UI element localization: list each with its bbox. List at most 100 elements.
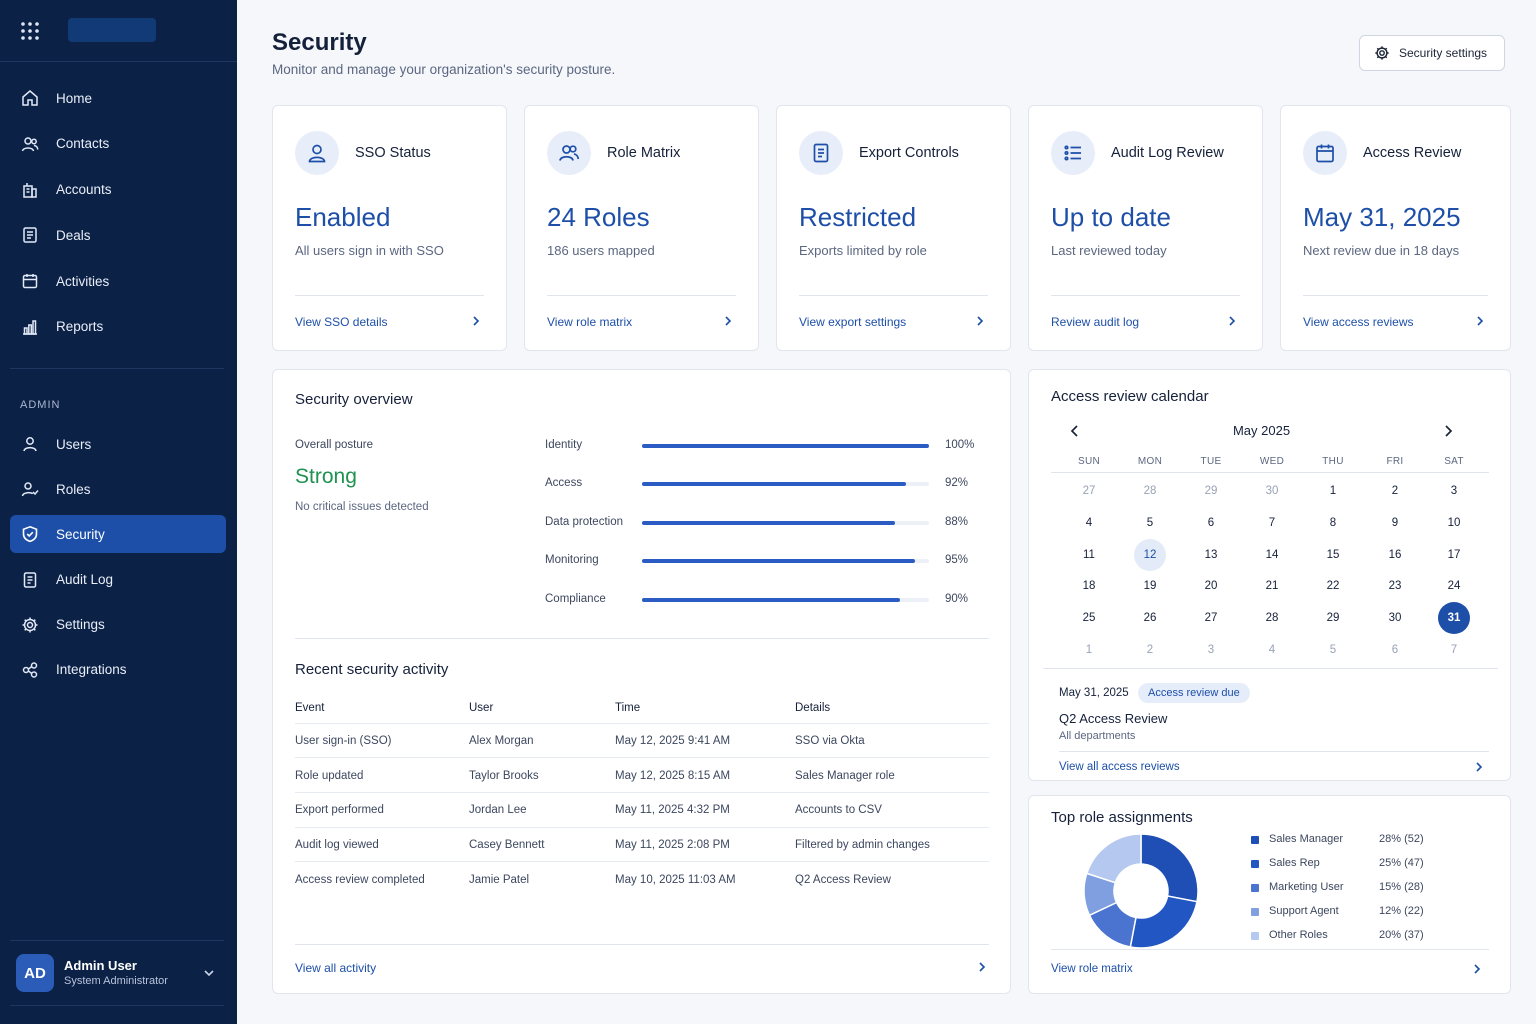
calendar-day[interactable]: 31 bbox=[1438, 602, 1470, 634]
chevron-right-icon[interactable] bbox=[470, 315, 482, 327]
posture-label: Overall posture bbox=[295, 439, 373, 451]
calendar-day[interactable]: 27 bbox=[1082, 485, 1096, 497]
security-settings-button[interactable]: Security settings bbox=[1359, 35, 1505, 71]
calendar-day[interactable]: 2 bbox=[1391, 485, 1399, 497]
chevron-right-icon[interactable] bbox=[1474, 315, 1486, 327]
chevron-right-icon[interactable] bbox=[1441, 424, 1455, 438]
user-menu[interactable]: AD Admin User System Administrator bbox=[10, 940, 224, 1006]
sso-status-card: SSO Status Enabled All users sign in wit… bbox=[272, 105, 507, 351]
calendar-day[interactable]: 10 bbox=[1447, 517, 1461, 529]
event-subtitle: All departments bbox=[1059, 730, 1136, 742]
calendar-day[interactable]: 21 bbox=[1265, 580, 1279, 592]
table-cell: Q2 Access Review bbox=[795, 874, 891, 886]
metric-progress-fill bbox=[642, 598, 901, 602]
calendar-day[interactable]: 6 bbox=[1207, 517, 1215, 529]
calendar-day[interactable]: 27 bbox=[1204, 612, 1218, 624]
card-label: Audit Log Review bbox=[1111, 145, 1224, 161]
calendar-day[interactable]: 7 bbox=[1268, 517, 1276, 529]
table-cell: User sign-in (SSO) bbox=[295, 735, 392, 747]
calendar-day[interactable]: 25 bbox=[1082, 612, 1096, 624]
sidebar-item-security[interactable]: Security bbox=[10, 515, 226, 554]
view-role-matrix-link[interactable]: View role matrix bbox=[547, 315, 633, 329]
calendar-day[interactable]: 19 bbox=[1143, 580, 1157, 592]
card-description: Next review due in 18 days bbox=[1303, 243, 1460, 258]
view-access-reviews-link[interactable]: View access reviews bbox=[1303, 315, 1414, 329]
view-export-settings-link[interactable]: View export settings bbox=[799, 315, 907, 329]
logo[interactable] bbox=[68, 18, 156, 42]
calendar-day[interactable]: 4 bbox=[1085, 517, 1093, 529]
calendar-day[interactable]: 8 bbox=[1329, 517, 1337, 529]
calendar-day[interactable]: 29 bbox=[1326, 612, 1340, 624]
user-icon bbox=[295, 131, 339, 175]
calendar-day[interactable]: 15 bbox=[1326, 549, 1340, 561]
weekday-label: FRI bbox=[1386, 456, 1404, 467]
calendar-day[interactable]: 14 bbox=[1265, 549, 1279, 561]
metric-label: Data protection bbox=[545, 516, 623, 528]
calendar-day[interactable]: 1 bbox=[1085, 644, 1093, 656]
review-audit-log-link[interactable]: Review audit log bbox=[1051, 315, 1140, 329]
calendar-day[interactable]: 18 bbox=[1082, 580, 1096, 592]
legend-label: Marketing User bbox=[1269, 881, 1344, 893]
chevron-left-icon[interactable] bbox=[1068, 424, 1082, 438]
calendar-day[interactable]: 22 bbox=[1326, 580, 1340, 592]
calendar-day[interactable]: 6 bbox=[1391, 644, 1399, 656]
sidebar-item-accounts[interactable]: Accounts bbox=[10, 171, 226, 209]
sidebar-item-deals[interactable]: Deals bbox=[10, 216, 226, 254]
calendar-day[interactable]: 3 bbox=[1207, 644, 1215, 656]
reports-icon bbox=[20, 317, 40, 337]
table-cell: Sales Manager role bbox=[795, 770, 895, 782]
chevron-right-icon[interactable] bbox=[1471, 963, 1483, 975]
sidebar-item-settings[interactable]: Settings bbox=[10, 606, 226, 644]
calendar-day[interactable]: 7 bbox=[1450, 644, 1458, 656]
sidebar-item-roles[interactable]: Roles bbox=[10, 470, 226, 508]
calendar-day[interactable]: 24 bbox=[1447, 580, 1461, 592]
legend-swatch bbox=[1251, 908, 1259, 916]
calendar-day[interactable]: 26 bbox=[1143, 612, 1157, 624]
calendar-day[interactable]: 12 bbox=[1134, 539, 1166, 571]
sidebar-item-home[interactable]: Home bbox=[10, 79, 226, 117]
calendar-day[interactable]: 9 bbox=[1391, 517, 1399, 529]
sidebar-item-contacts[interactable]: Contacts bbox=[10, 125, 226, 163]
metric-label: Identity bbox=[545, 439, 583, 451]
calendar-day[interactable]: 20 bbox=[1204, 580, 1218, 592]
calendar-day[interactable]: 16 bbox=[1388, 549, 1402, 561]
chevron-right-icon[interactable] bbox=[976, 961, 988, 973]
app-grid-icon[interactable] bbox=[20, 21, 40, 41]
calendar-day[interactable]: 13 bbox=[1204, 549, 1218, 561]
calendar-day[interactable]: 28 bbox=[1265, 612, 1279, 624]
calendar-day[interactable]: 30 bbox=[1265, 485, 1279, 497]
calendar-day[interactable]: 5 bbox=[1146, 517, 1154, 529]
home-icon bbox=[20, 88, 40, 108]
admin-nav: Users Roles Security Audit Log Settings … bbox=[10, 425, 226, 696]
sidebar-item-audit-log[interactable]: Audit Log bbox=[10, 561, 226, 599]
sidebar-item-activities[interactable]: Activities bbox=[10, 262, 226, 300]
calendar-day[interactable]: 17 bbox=[1447, 549, 1461, 561]
calendar-day[interactable]: 2 bbox=[1146, 644, 1154, 656]
calendar-day[interactable]: 3 bbox=[1450, 485, 1458, 497]
chevron-right-icon[interactable] bbox=[1226, 315, 1238, 327]
sidebar-item-users[interactable]: Users bbox=[10, 425, 226, 463]
calendar-day[interactable]: 30 bbox=[1388, 612, 1402, 624]
calendar-day[interactable]: 23 bbox=[1388, 580, 1402, 592]
chevron-right-icon[interactable] bbox=[974, 315, 986, 327]
chevron-down-icon[interactable] bbox=[202, 966, 216, 980]
sidebar-item-reports[interactable]: Reports bbox=[10, 308, 226, 346]
calendar-day[interactable]: 1 bbox=[1329, 485, 1337, 497]
event-title[interactable]: Q2 Access Review bbox=[1059, 711, 1168, 726]
table-cell: May 12, 2025 9:41 AM bbox=[615, 735, 731, 747]
calendar-day[interactable]: 4 bbox=[1268, 644, 1276, 656]
sidebar-item-integrations[interactable]: Integrations bbox=[10, 651, 226, 689]
calendar-day[interactable]: 11 bbox=[1083, 549, 1095, 561]
calendar-day[interactable]: 29 bbox=[1204, 485, 1218, 497]
table-cell: Jordan Lee bbox=[469, 804, 527, 816]
calendar-day[interactable]: 28 bbox=[1143, 485, 1157, 497]
table-cell: Casey Bennett bbox=[469, 839, 545, 851]
chevron-right-icon[interactable] bbox=[722, 315, 734, 327]
view-all-activity-link[interactable]: View all activity bbox=[295, 961, 377, 975]
calendar-day[interactable]: 5 bbox=[1329, 644, 1337, 656]
view-role-matrix-link[interactable]: View role matrix bbox=[1051, 963, 1133, 975]
card-label: SSO Status bbox=[355, 145, 431, 161]
view-all-access-reviews-link[interactable]: View all access reviews bbox=[1059, 761, 1180, 773]
chevron-right-icon[interactable] bbox=[1473, 761, 1485, 773]
view-sso-details-link[interactable]: View SSO details bbox=[295, 315, 388, 329]
